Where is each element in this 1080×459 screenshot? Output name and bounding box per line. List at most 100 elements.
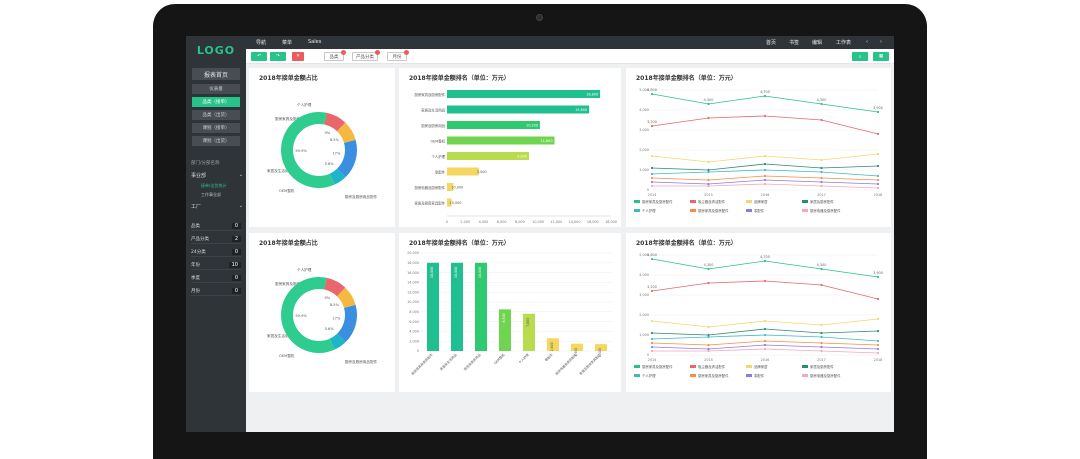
legend-label: 厨房家具及厨房配件 [642, 199, 673, 204]
menu-nav[interactable]: 导航 [256, 40, 267, 46]
series-line [651, 115, 879, 135]
filter-month[interactable]: 月份 [387, 50, 409, 61]
donut-slice [281, 111, 335, 188]
chevron-right-icon[interactable]: › [880, 39, 882, 45]
bar-value-label: 18,000 [430, 267, 434, 278]
slice-category-label: 家居及生活用品 [267, 168, 293, 173]
series-point [650, 331, 654, 335]
slice-category-label: OEM整机 [279, 353, 295, 358]
tree-sub-item[interactable]: 工作事业部 [201, 192, 221, 197]
series-point [650, 337, 654, 341]
x-tick-label: 2015 [704, 193, 713, 197]
menu-worksheet[interactable]: 工作表 [836, 40, 852, 46]
bar-value-label: 1,500 [574, 348, 578, 357]
donut-slice [324, 277, 346, 297]
tree-node-division[interactable]: 事业部 ⌄ [191, 172, 243, 179]
redo-button[interactable]: ↷ [270, 52, 286, 61]
bar-value-label: 8,500 [502, 313, 506, 322]
menu-home[interactable]: 首页 [766, 40, 777, 46]
menu-edit[interactable]: 编辑 [812, 40, 823, 46]
filter-badge [375, 50, 380, 55]
series-point [876, 343, 880, 347]
delete-button[interactable]: ✕ [292, 52, 304, 61]
tree-node-factory[interactable]: 工厂 ⌄ [191, 203, 243, 210]
series-point [763, 178, 767, 182]
stat-label: 年份 [191, 263, 200, 268]
legend-label: 家居及厨房配件 [810, 364, 834, 369]
bar-value-label: 3,500 [477, 170, 487, 174]
legend-swatch [634, 374, 640, 377]
y-tick-label: 20,000 [407, 251, 419, 255]
series-point [876, 317, 880, 321]
bar [447, 183, 454, 191]
series-point [707, 184, 710, 188]
menu-menu[interactable]: 菜单 [282, 40, 293, 46]
bar [523, 313, 535, 351]
donut-slice [324, 112, 346, 132]
bar-value-label: 7,600 [526, 318, 530, 327]
stat-value: 0 [231, 223, 241, 229]
stat-row[interactable]: 季度 0 [191, 274, 241, 283]
stat-value: 0 [231, 288, 241, 294]
y-tick-label: 16,000 [407, 271, 419, 275]
tree-sub-item[interactable]: 接单/出货统计 [201, 183, 227, 188]
series-point [650, 319, 654, 323]
y-tick-label: 0 [647, 353, 649, 357]
filter-product-class[interactable]: 产品分类 [352, 50, 380, 61]
series-point [707, 102, 710, 106]
series-point [707, 333, 710, 337]
stat-row[interactable]: 年份 10 [191, 261, 241, 270]
undo-button[interactable]: ↶ [251, 52, 267, 61]
sidebar-title[interactable]: 报表首页 [192, 68, 240, 80]
stat-label: 24分类 [191, 250, 206, 255]
chevron-left-icon[interactable]: ‹ [866, 39, 868, 45]
tree-node-label: 事业部 [191, 173, 207, 179]
filter-label: 品类 [329, 54, 339, 60]
series-point [820, 267, 823, 271]
series-point [876, 132, 880, 136]
filter-category[interactable]: 品类 [324, 50, 346, 61]
search-button[interactable]: ⌕ [852, 52, 868, 61]
menu-bookmark[interactable]: 书签 [789, 40, 800, 46]
stat-row[interactable]: 月份 0 [191, 287, 241, 296]
series-point [763, 154, 767, 158]
series-point [650, 289, 654, 293]
stat-row[interactable]: 产品分类 2 [191, 235, 241, 244]
stat-row[interactable]: 品类 0 [191, 222, 241, 231]
bar-value-label: 18,000 [478, 267, 482, 278]
series-point [820, 345, 823, 349]
x-tick-label: 12,000 [550, 220, 562, 224]
stat-value: 10 [228, 262, 241, 268]
grid-button[interactable]: ▦ [873, 52, 889, 61]
slice-value-label: 17% [332, 152, 341, 156]
series-point [876, 164, 880, 168]
series-point [820, 180, 823, 184]
slice-value-label: 8.5% [330, 303, 340, 307]
bar-category-label: 厨房家具及厨房配件 [410, 352, 434, 376]
y-tick-label: 0 [417, 349, 419, 353]
legend-swatch [746, 374, 752, 377]
sidebar-btn-category-ship[interactable]: 品类（出货） [192, 110, 240, 120]
point-value-label: 3,200 [647, 120, 657, 124]
menu-sales[interactable]: Sales [308, 39, 322, 45]
point-value-label: 4,800 [647, 253, 657, 257]
sidebar-btn-dept-order[interactable]: 课别（接单） [192, 123, 240, 133]
series-point [707, 168, 710, 172]
bar-category-label: 个人护理 [431, 154, 445, 159]
donut-slice [337, 304, 357, 343]
stat-row[interactable]: 24分类 0 [191, 248, 241, 257]
point-value-label: 4,300 [817, 98, 827, 102]
x-tick-label: 4,000 [479, 220, 489, 224]
x-tick-label: 2018 [874, 193, 883, 197]
series-point [820, 341, 823, 345]
y-tick-label: 5,000 [639, 88, 649, 92]
series-point [763, 182, 767, 186]
slice-category-label: OEM整机 [279, 188, 295, 193]
bar-category-label: 厨房及厨房用品 [421, 123, 445, 128]
series-point [650, 166, 654, 170]
sidebar-btn-category-order[interactable]: 品类（接单） [192, 97, 240, 107]
point-value-label: 4,300 [817, 263, 827, 267]
sidebar-btn-dept-ship[interactable]: 课别（出货） [192, 136, 240, 146]
series-point [650, 92, 654, 96]
sidebar-btn-dashboard[interactable]: 仪表盘 [192, 84, 240, 94]
